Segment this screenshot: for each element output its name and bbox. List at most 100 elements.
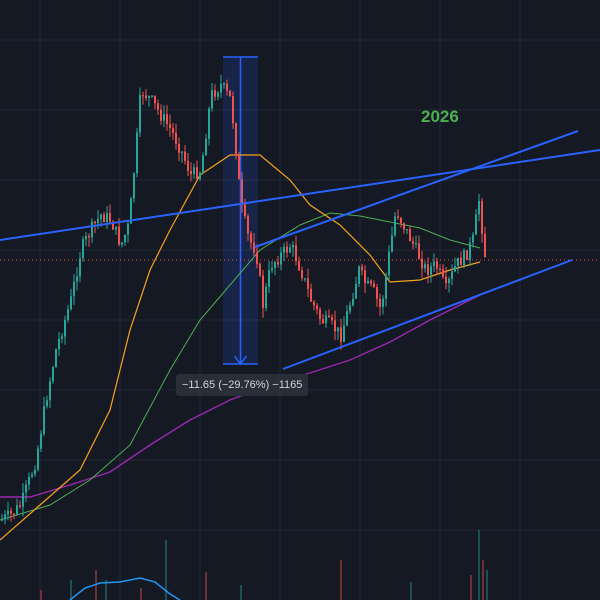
candle-body: [463, 250, 465, 266]
candle: [334, 310, 336, 341]
candle: [358, 265, 360, 288]
volume-bar: [240, 585, 242, 600]
candle-body: [334, 320, 336, 332]
candle: [103, 211, 105, 223]
candle-body: [46, 400, 48, 407]
candle-body: [373, 283, 375, 288]
candle-body: [115, 226, 117, 230]
candle: [190, 162, 192, 182]
candle-body: [178, 144, 180, 153]
candle: [160, 104, 162, 125]
candle: [223, 82, 225, 89]
candle: [88, 233, 90, 247]
candle-body: [73, 281, 75, 297]
candle-body: [472, 234, 474, 243]
candle: [235, 122, 237, 160]
candle-body: [364, 270, 366, 284]
candle-body: [229, 90, 231, 97]
candle: [418, 235, 420, 260]
candle-body: [31, 474, 33, 477]
candle-body: [214, 90, 216, 97]
candle: [292, 241, 294, 257]
candle: [241, 171, 243, 213]
candle-body: [307, 278, 309, 289]
candle: [184, 145, 186, 165]
candle: [178, 137, 180, 162]
candle-body: [127, 223, 129, 235]
candle: [64, 315, 66, 345]
candle-body: [235, 123, 237, 156]
candle-body: [238, 155, 240, 180]
candle-body: [247, 215, 249, 234]
candle-body: [367, 280, 369, 284]
candle: [442, 264, 444, 280]
candle-body: [424, 264, 426, 269]
candle: [343, 316, 345, 343]
candle-body: [19, 505, 21, 507]
candle: [139, 87, 141, 138]
candle-body: [208, 108, 210, 139]
candle-body: [196, 167, 198, 179]
candle-body: [139, 95, 141, 133]
candle: [211, 82, 213, 112]
candle-body: [481, 200, 483, 234]
candle-body: [478, 200, 480, 215]
candle-body: [448, 278, 450, 284]
candle: [85, 232, 87, 247]
candle-body: [418, 243, 420, 259]
candle-body: [169, 123, 171, 128]
candle: [370, 279, 372, 287]
candle-body: [301, 270, 303, 279]
volume-bar: [105, 580, 107, 600]
candle: [43, 396, 45, 437]
candle: [463, 248, 465, 269]
volume-bar: [40, 590, 42, 600]
candle: [313, 300, 315, 311]
candle: [13, 512, 15, 520]
candle: [40, 430, 42, 453]
candle: [379, 293, 381, 316]
candle: [7, 501, 9, 521]
candle-body: [259, 264, 261, 276]
volume-bar: [205, 572, 207, 600]
candle: [448, 276, 450, 293]
candle: [367, 277, 369, 285]
candle-body: [124, 234, 126, 243]
candle: [112, 220, 114, 231]
candle-body: [331, 317, 333, 321]
candle: [283, 242, 285, 261]
volume-bar: [140, 588, 142, 600]
candle-body: [265, 286, 267, 309]
candle-body: [256, 252, 258, 265]
candle-body: [217, 92, 219, 97]
candle-body: [400, 217, 402, 224]
candle: [175, 123, 177, 150]
candle-body: [358, 266, 360, 284]
candle: [484, 226, 486, 258]
candle: [361, 263, 363, 276]
candle-body: [316, 305, 318, 310]
year-label: 2026: [421, 107, 459, 126]
candle-body: [61, 336, 63, 339]
candle: [346, 305, 348, 327]
candle-body: [154, 95, 156, 104]
candle: [391, 226, 393, 253]
candle: [247, 213, 249, 241]
candle: [151, 94, 153, 98]
candle-body: [118, 226, 120, 245]
candle: [409, 225, 411, 242]
candle: [91, 218, 93, 244]
candle-body: [43, 406, 45, 434]
candle: [154, 95, 156, 110]
candle-body: [184, 151, 186, 161]
candle: [430, 262, 432, 283]
candle: [181, 150, 183, 163]
candle-body: [274, 262, 276, 269]
candle-body: [187, 160, 189, 172]
candle-body: [427, 264, 429, 275]
candle: [106, 206, 108, 230]
candle-body: [451, 271, 453, 279]
volume-bar: [486, 570, 488, 600]
